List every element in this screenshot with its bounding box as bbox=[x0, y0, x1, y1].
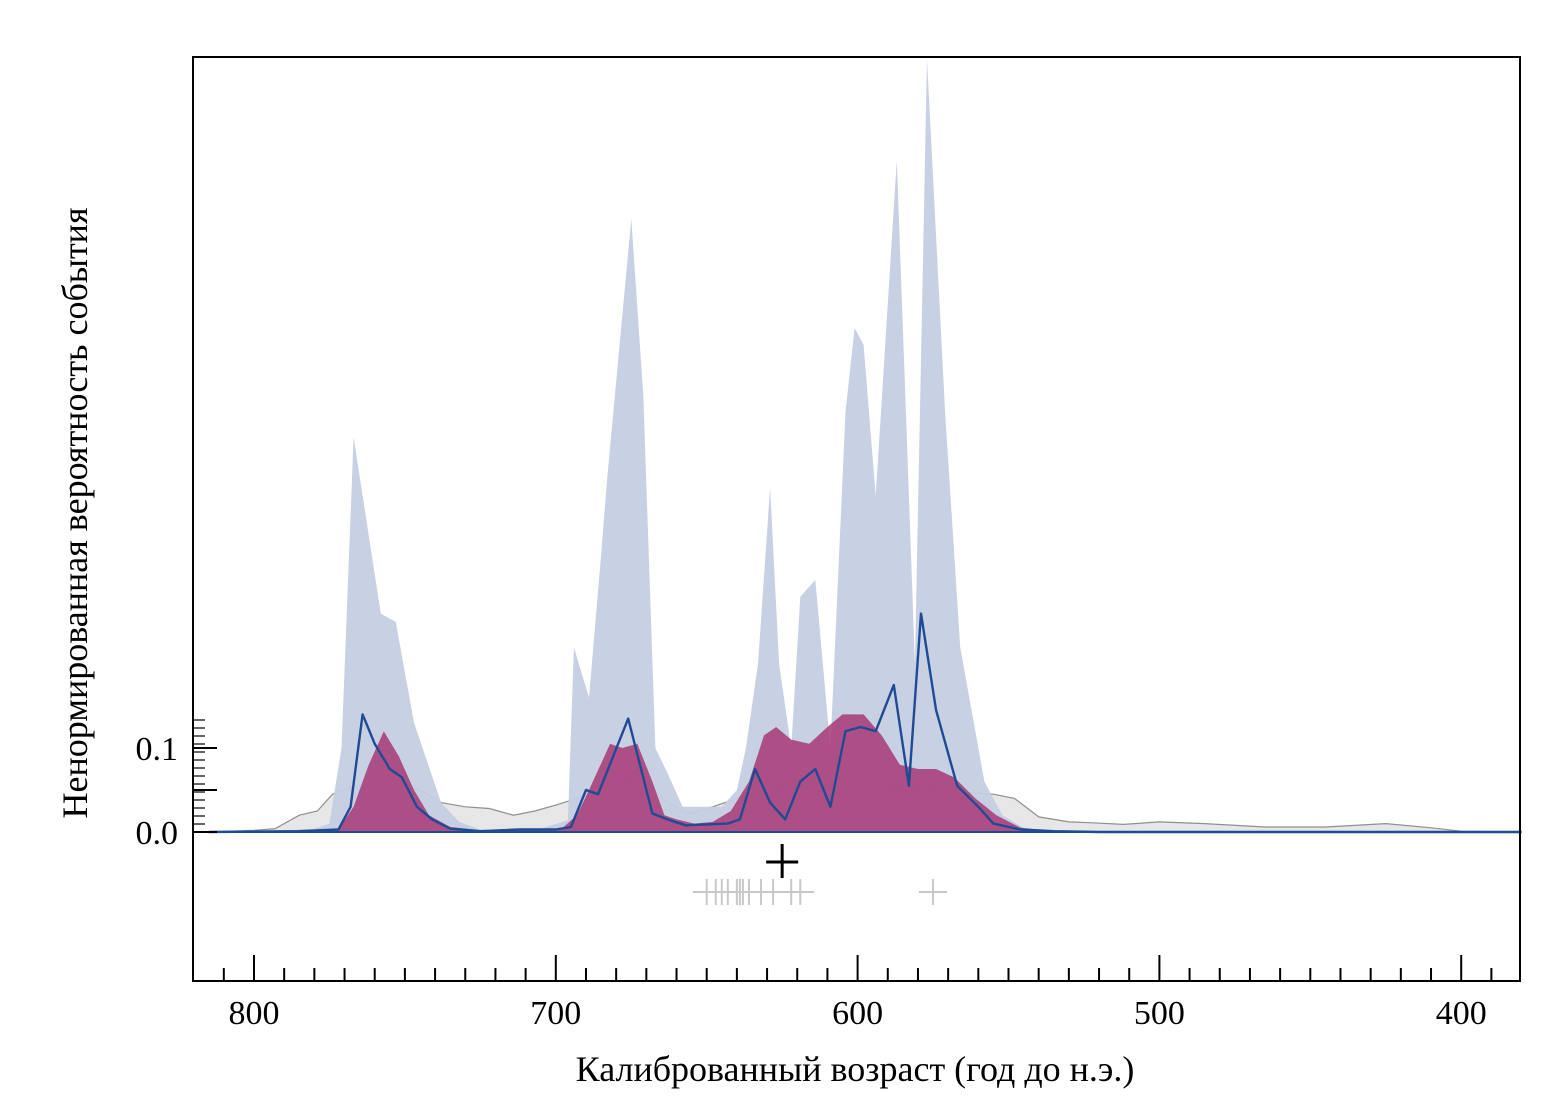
x-axis: 800 700 600 500 400 bbox=[222, 955, 1493, 1032]
y-axis-label: Ненормированная вероятность события bbox=[55, 207, 95, 819]
crimson-posterior-area bbox=[208, 714, 1522, 832]
x-tick-label: 800 bbox=[229, 995, 280, 1032]
x-tick-label: 400 bbox=[1436, 995, 1487, 1032]
crimson-posterior-area-group bbox=[208, 714, 1522, 832]
plot-frame bbox=[192, 56, 1521, 982]
y-tick-label: 0.1 bbox=[136, 731, 179, 768]
blue-posterior-line bbox=[208, 612, 1522, 834]
x-tick-label: 700 bbox=[530, 995, 581, 1032]
blue-posterior-line-group bbox=[208, 612, 1522, 834]
x-axis-label: Калиброванный возраст (год до н.э.) bbox=[575, 1049, 1135, 1089]
y-axis: 0.0 0.1 bbox=[136, 719, 217, 852]
blue-likelihood-area bbox=[208, 59, 1522, 832]
y-tick-label: 0.0 bbox=[136, 815, 179, 852]
date-markers-group bbox=[692, 844, 948, 905]
blue-likelihood-area-group bbox=[208, 59, 1522, 832]
x-tick-label: 600 bbox=[832, 995, 883, 1032]
x-tick-label: 500 bbox=[1134, 995, 1185, 1032]
